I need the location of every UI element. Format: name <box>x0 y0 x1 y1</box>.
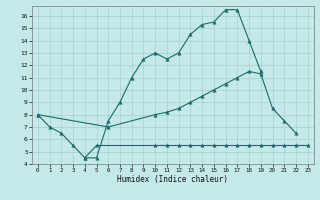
X-axis label: Humidex (Indice chaleur): Humidex (Indice chaleur) <box>117 175 228 184</box>
